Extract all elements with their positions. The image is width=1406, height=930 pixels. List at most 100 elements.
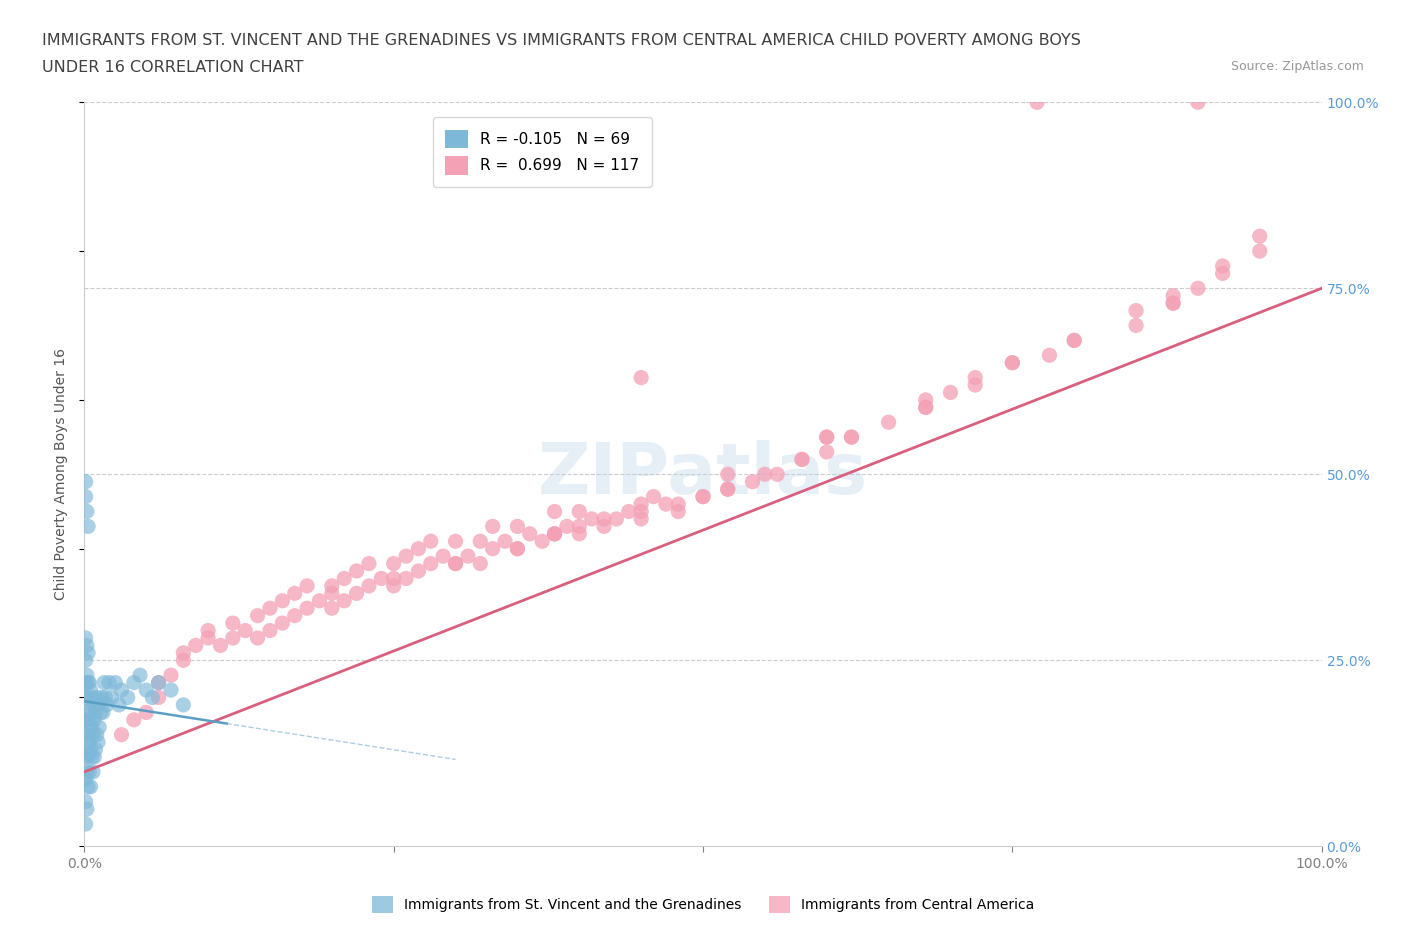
Point xyxy=(815,430,838,445)
Point xyxy=(271,616,294,631)
Point xyxy=(77,727,100,742)
Point xyxy=(481,541,503,556)
Point xyxy=(87,735,110,750)
Point xyxy=(457,549,479,564)
Point xyxy=(370,571,392,586)
Point xyxy=(75,817,97,831)
Point xyxy=(77,779,100,794)
Point xyxy=(1026,95,1049,110)
Point xyxy=(79,675,101,690)
Legend: R = -0.105   N = 69, R =  0.699   N = 117: R = -0.105 N = 69, R = 0.699 N = 117 xyxy=(433,117,651,187)
Point xyxy=(333,593,356,608)
Point xyxy=(1187,281,1209,296)
Point xyxy=(914,400,936,415)
Point xyxy=(506,519,529,534)
Point xyxy=(531,534,554,549)
Point xyxy=(246,631,269,645)
Point xyxy=(104,675,127,690)
Point xyxy=(89,720,111,735)
Point xyxy=(432,549,454,564)
Point xyxy=(815,430,838,445)
Point xyxy=(94,690,117,705)
Point xyxy=(172,653,194,668)
Point xyxy=(346,564,368,578)
Point xyxy=(1249,229,1271,244)
Point xyxy=(259,623,281,638)
Point xyxy=(75,489,97,504)
Point xyxy=(77,519,100,534)
Point xyxy=(87,698,110,712)
Point xyxy=(76,690,98,705)
Point xyxy=(1161,296,1184,311)
Point xyxy=(914,392,936,407)
Point xyxy=(395,549,418,564)
Point xyxy=(75,727,97,742)
Point xyxy=(666,504,689,519)
Point xyxy=(100,690,122,705)
Point xyxy=(754,467,776,482)
Point xyxy=(80,720,103,735)
Point xyxy=(395,571,418,586)
Point xyxy=(77,698,100,712)
Point xyxy=(135,683,157,698)
Point xyxy=(75,712,97,727)
Point xyxy=(80,750,103,764)
Point xyxy=(117,690,139,705)
Point xyxy=(308,593,330,608)
Point xyxy=(965,370,987,385)
Text: ZIPatlas: ZIPatlas xyxy=(538,440,868,509)
Point xyxy=(939,385,962,400)
Point xyxy=(630,504,652,519)
Point xyxy=(79,764,101,779)
Point xyxy=(75,794,97,809)
Point xyxy=(965,378,987,392)
Point xyxy=(470,534,492,549)
Point xyxy=(1187,95,1209,110)
Point xyxy=(790,452,813,467)
Point xyxy=(444,556,467,571)
Point xyxy=(543,504,565,519)
Point xyxy=(98,675,121,690)
Point xyxy=(89,705,111,720)
Point xyxy=(1212,259,1234,273)
Point xyxy=(77,750,100,764)
Point xyxy=(543,526,565,541)
Point xyxy=(79,683,101,698)
Point xyxy=(1125,303,1147,318)
Point xyxy=(630,512,652,526)
Point xyxy=(519,526,541,541)
Point xyxy=(79,705,101,720)
Point xyxy=(1161,296,1184,311)
Point xyxy=(91,705,114,720)
Point xyxy=(357,578,380,593)
Point xyxy=(1063,333,1085,348)
Point xyxy=(568,504,591,519)
Point xyxy=(148,675,170,690)
Point xyxy=(321,578,343,593)
Point xyxy=(148,675,170,690)
Point xyxy=(160,668,183,683)
Point xyxy=(593,512,616,526)
Point xyxy=(135,705,157,720)
Point xyxy=(295,601,318,616)
Point xyxy=(259,601,281,616)
Point xyxy=(1001,355,1024,370)
Point xyxy=(75,750,97,764)
Point xyxy=(815,445,838,459)
Point xyxy=(382,578,405,593)
Point xyxy=(543,526,565,541)
Point xyxy=(197,631,219,645)
Point xyxy=(444,534,467,549)
Point xyxy=(122,675,145,690)
Point xyxy=(877,415,900,430)
Point xyxy=(84,705,107,720)
Point xyxy=(209,638,232,653)
Point xyxy=(172,698,194,712)
Point xyxy=(83,712,105,727)
Point xyxy=(1212,266,1234,281)
Point xyxy=(75,653,97,668)
Point xyxy=(76,668,98,683)
Point xyxy=(1001,355,1024,370)
Point xyxy=(1038,348,1060,363)
Point xyxy=(382,556,405,571)
